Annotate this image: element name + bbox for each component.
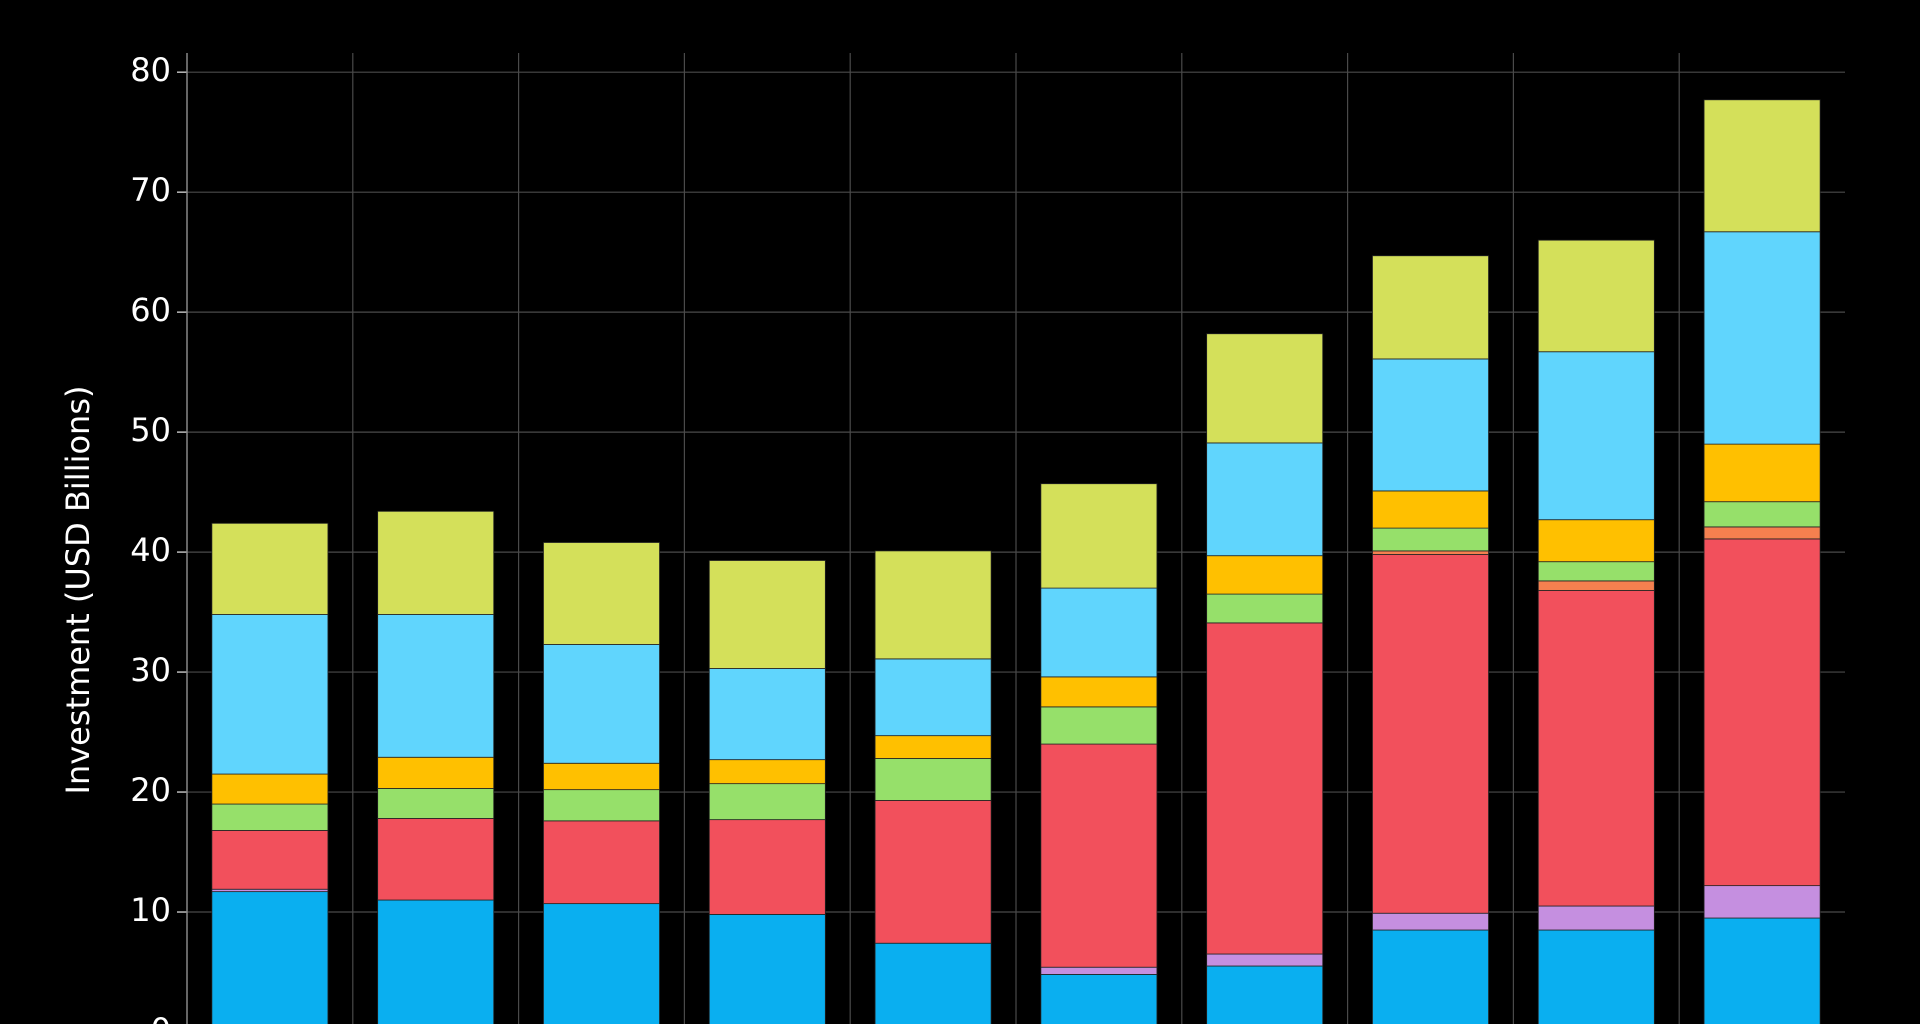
y-tick-label: 70 xyxy=(130,171,171,209)
bar-segment xyxy=(1372,527,1489,552)
bar-segment xyxy=(874,942,992,1024)
bar-segment xyxy=(1040,676,1158,708)
bar-segment xyxy=(1703,885,1821,919)
bar-segment xyxy=(543,903,660,1024)
bar-segment xyxy=(1372,490,1489,529)
bar-segment xyxy=(1537,561,1655,582)
bar-segment xyxy=(1703,501,1821,528)
y-tick-label: 80 xyxy=(130,51,171,89)
bar-segment xyxy=(708,759,826,785)
bar-segment xyxy=(1703,526,1821,540)
bar-segment xyxy=(1372,912,1489,931)
bar-segment xyxy=(1537,929,1655,1024)
bar-segment xyxy=(874,800,992,944)
bar-segment xyxy=(211,891,329,1024)
bar-segment xyxy=(1040,483,1158,589)
y-axis-label: Investment (USD Billions) xyxy=(59,386,97,795)
bar-segment xyxy=(377,614,495,758)
bar-segment xyxy=(1040,743,1158,968)
bar-segment xyxy=(874,658,992,737)
bar-segment xyxy=(377,788,495,819)
bar-segment xyxy=(1537,580,1655,591)
bar-segment xyxy=(543,820,660,905)
bar-segment xyxy=(1206,953,1324,967)
bar-segment xyxy=(211,522,329,615)
bar-segment xyxy=(874,550,992,660)
bar-segment xyxy=(543,789,660,822)
bar-segment xyxy=(543,762,660,791)
bar-segment xyxy=(211,803,329,831)
bar-segment xyxy=(1206,622,1324,955)
bar-segment xyxy=(1537,351,1655,521)
bar-segment xyxy=(543,644,660,764)
bar-segment xyxy=(874,758,992,801)
bar-segment xyxy=(1372,255,1489,360)
y-tick-label: 0 xyxy=(151,1011,171,1024)
bar-segment xyxy=(1040,706,1158,745)
y-tick-label: 20 xyxy=(130,771,171,809)
bar-segment xyxy=(1703,99,1821,233)
bar-segment xyxy=(1040,974,1158,1024)
bar-segment xyxy=(1703,538,1821,887)
bar-segment xyxy=(1040,966,1158,975)
bar-segment xyxy=(1537,590,1655,907)
bar-segment xyxy=(377,510,495,615)
bar-segment xyxy=(377,818,495,901)
bar-segment xyxy=(1372,550,1489,555)
bar-segment xyxy=(1206,593,1324,624)
bar-segment xyxy=(1040,587,1158,678)
bar-segment xyxy=(1206,442,1324,557)
bar-segment xyxy=(874,735,992,759)
bar-segment xyxy=(1206,555,1324,595)
bar-segment xyxy=(708,819,826,915)
bar-segment xyxy=(1372,929,1489,1024)
y-tick-label: 50 xyxy=(130,411,171,449)
y-tick-label: 10 xyxy=(130,891,171,929)
bar-segment xyxy=(708,668,826,761)
y-tick-label: 40 xyxy=(130,531,171,569)
bar-segment xyxy=(211,830,329,890)
bar-segment xyxy=(1537,519,1655,563)
bar-segment xyxy=(211,614,329,775)
bar-segment xyxy=(708,914,826,1024)
bar-segment xyxy=(1206,333,1324,444)
bar-segment xyxy=(1372,554,1489,914)
y-tick-label: 60 xyxy=(130,291,171,329)
bar-segment xyxy=(1703,443,1821,503)
bar-segment xyxy=(1537,905,1655,931)
bar-segment xyxy=(1372,358,1489,492)
bar-segment xyxy=(543,542,660,645)
y-tick-label: 30 xyxy=(130,651,171,689)
bar-segment xyxy=(708,560,826,669)
bar-segment xyxy=(1537,239,1655,353)
bar-segment xyxy=(1206,965,1324,1024)
bar-segment xyxy=(377,899,495,1024)
bar-segment xyxy=(1703,917,1821,1024)
bar-segment xyxy=(1703,231,1821,445)
bar-segment xyxy=(377,756,495,789)
bar-segment xyxy=(211,773,329,805)
bar-segment xyxy=(708,783,826,821)
